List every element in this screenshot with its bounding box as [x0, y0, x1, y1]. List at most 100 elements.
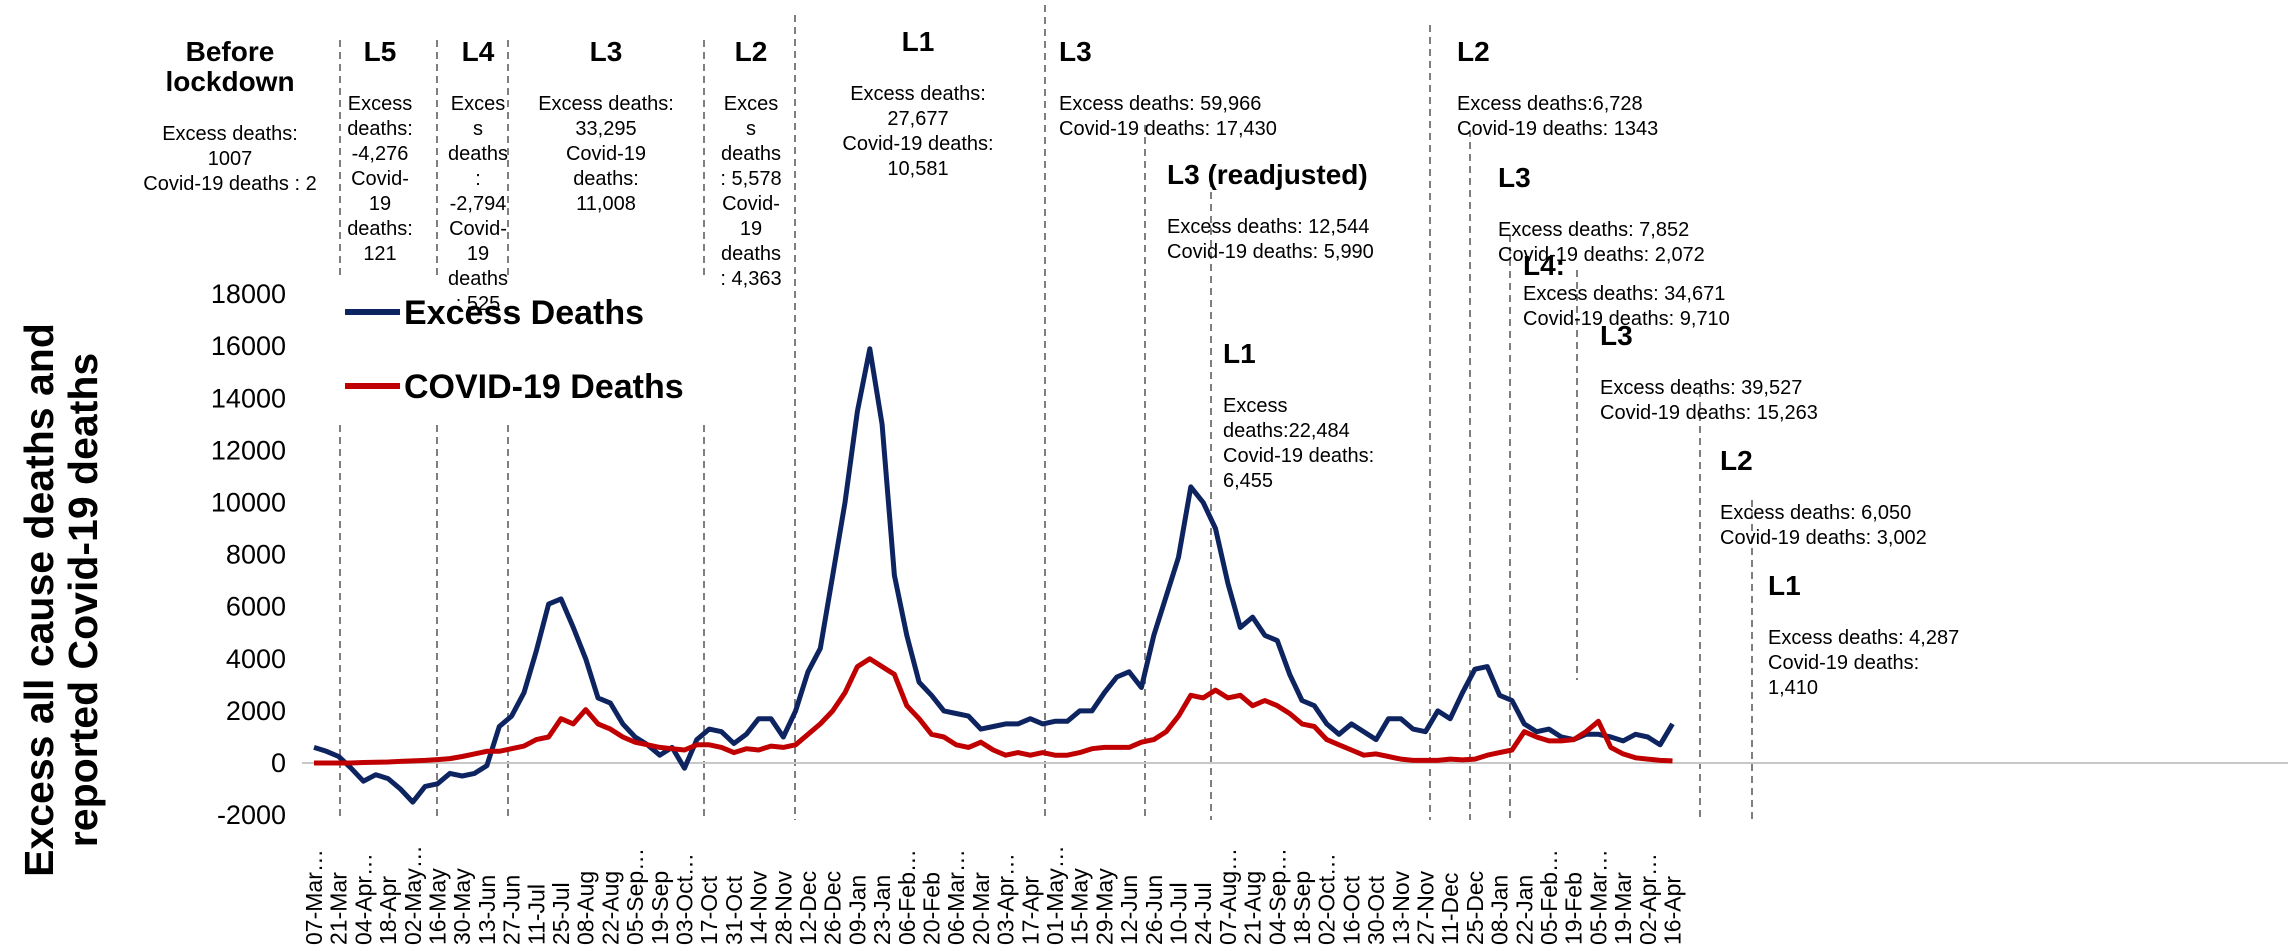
x-tick-label: 03-Apr… [993, 853, 1019, 945]
annotation-body: Excess deaths: 12,544 Covid-19 deaths: 5… [1167, 216, 1374, 263]
annotation-body: Excess deaths: 6,050 Covid-19 deaths: 3,… [1720, 502, 1927, 549]
x-tick-label: 22-Aug [597, 871, 623, 945]
y-axis-label-line-2: reported Covid-19 deaths [60, 353, 106, 847]
annotation-title: L3 [1498, 162, 1531, 193]
x-tick-label: 02-Apr… [1635, 853, 1661, 945]
series-line-excess-deaths [313, 346, 1675, 805]
x-tick-label: 16-Apr [1660, 876, 1686, 945]
y-tick-label: 2000 [226, 696, 286, 726]
annotation-title: L1 [1223, 338, 1256, 369]
annotation-title: L3 [1059, 36, 1092, 67]
annotation-l3-third: L3 Excess deaths: 7,852 Covid-19 deaths:… [1498, 138, 1728, 293]
annotation-title: L2 [734, 36, 768, 67]
annotation-l5: L5 Excess deaths: -4,276 Covid- 19 death… [334, 12, 426, 292]
annotation-body: Excess deaths: 34,671 Covid-19 deaths: 9… [1523, 283, 1730, 330]
y-tick-label: 6000 [226, 592, 286, 622]
x-tick-label: 16-May [425, 868, 451, 945]
x-tick-label: 05-Mar… [1585, 849, 1611, 945]
annotation-body: Excess deaths: -4,276 Covid- 19 deaths: … [347, 93, 413, 265]
y-tick-label: 14000 [211, 383, 286, 413]
x-tick-label: 11-Jul [523, 884, 549, 945]
annotation-body: Excess deaths:22,484 Covid-19 deaths: 6,… [1223, 395, 1375, 492]
annotation-title: L3 [589, 36, 623, 67]
annotation-l2-first: L2 Exces s deaths : 5,578 Covid- 19 deat… [706, 12, 796, 317]
x-tick-label: 21-Aug [1240, 871, 1266, 945]
x-tick-label: 20-Mar [968, 872, 994, 945]
annotation-title: L3 (readjusted) [1167, 159, 1368, 190]
annotation-body: Excess deaths: 27,677 Covid-19 deaths: 1… [842, 83, 994, 180]
x-tick-label: 02-May… [400, 845, 426, 945]
y-tick-label: -2000 [217, 800, 286, 830]
x-tick-label: 29-May [1091, 868, 1117, 945]
x-tick-label: 06-Mar… [943, 849, 969, 945]
annotation-l3-first: L3 Excess deaths: 33,295 Covid-19 deaths… [520, 12, 692, 242]
annotation-title: L4 [461, 36, 495, 67]
x-tick-label: 04-Sep… [1264, 848, 1290, 945]
annotation-title: L2 [1457, 36, 1490, 67]
x-tick-label: 02-Oct… [1314, 853, 1340, 945]
x-tick-label: 16-Oct [1338, 875, 1364, 945]
x-tick-label: 17-Apr [1017, 876, 1043, 945]
x-tick-label: 27-Jun [499, 875, 525, 945]
annotation-l3-second: L3 Excess deaths: 59,966 Covid-19 deaths… [1059, 12, 1319, 167]
annotation-body: Excess deaths: 59,966 Covid-19 deaths: 1… [1059, 93, 1277, 140]
annotation-l1-second: L1 Excess deaths:22,484 Covid-19 deaths:… [1223, 314, 1423, 519]
x-tick-label: 08-Jan [1487, 875, 1513, 945]
x-tick-label: 18-Sep [1289, 871, 1315, 945]
x-tick-label: 12-Dec [795, 871, 821, 945]
y-tick-label: 0 [271, 748, 286, 778]
x-tick-label: 14-Nov [746, 870, 772, 945]
lockdown-dividers [339, 5, 1753, 820]
y-tick-label: 8000 [226, 540, 286, 570]
annotation-body: Excess deaths: 39,527 Covid-19 deaths: 1… [1600, 377, 1818, 424]
x-tick-label: 26-Jun [1141, 875, 1167, 945]
y-tick-label: 16000 [211, 331, 286, 361]
x-tick-label: 05-Sep… [622, 848, 648, 945]
x-tick-label: 05-Feb… [1536, 849, 1562, 945]
x-tick-label: 18-Apr [375, 876, 401, 945]
x-tick-label: 23-Jan [869, 875, 895, 945]
annotation-title: L3 [1600, 320, 1633, 351]
x-tick-label: 20-Feb [919, 872, 945, 945]
legend: Excess Deaths COVID-19 Deaths [345, 294, 684, 406]
annotation-title: L1 [1768, 570, 1801, 601]
annotation-body: Excess deaths: 1007 Covid-19 deaths : 2 [143, 123, 317, 195]
x-tick-label: 24-Jul [1190, 882, 1216, 945]
y-axis-label-line-1: Excess all cause deaths and [16, 323, 62, 877]
x-tick-label: 11-Dec [1437, 873, 1463, 945]
x-tick-label: 15-May [1067, 868, 1093, 945]
x-tick-label: 30-Oct [1363, 875, 1389, 945]
annotation-l1-first: L1 Excess deaths: 27,677 Covid-19 deaths… [818, 2, 1018, 207]
x-tick-label: 25-Jul [548, 882, 574, 945]
annotation-body: Excess deaths:6,728 Covid-19 deaths: 134… [1457, 93, 1659, 140]
x-tick-label: 31-Oct [721, 875, 747, 945]
annotation-l3-fourth: L3 Excess deaths: 39,527 Covid-19 deaths… [1600, 296, 1860, 451]
y-axis-ticks: -2000 0 2000 4000 6000 8000 10000 12000 14000 160… [211, 279, 286, 830]
x-tick-label: 07-Mar… [301, 849, 327, 945]
x-tick-label: 25-Dec [1462, 871, 1488, 945]
x-tick-label: 26-Dec [820, 871, 846, 945]
x-tick-label: 09-Jan [844, 875, 870, 945]
x-tick-label: 21-Mar [326, 872, 352, 945]
x-tick-label: 08-Aug [573, 871, 599, 945]
x-tick-label: 12-Jun [1116, 875, 1142, 945]
x-tick-label: 04-Apr… [350, 853, 376, 945]
annotation-title: L5 [363, 36, 397, 67]
annotation-title: L2 [1720, 445, 1753, 476]
x-tick-label: 17-Oct [696, 875, 722, 945]
x-tick-label: 28-Nov [770, 870, 796, 945]
legend-label-excess-deaths: Excess Deaths [404, 294, 644, 332]
annotation-l3-readjusted: L3 (readjusted) Excess deaths: 12,544 Co… [1167, 135, 1427, 290]
y-tick-label: 12000 [211, 435, 286, 465]
annotation-body: Excess deaths: 4,287 Covid-19 deaths: 1,… [1768, 627, 1960, 699]
annotation-l2-second: L2 Excess deaths:6,728 Covid-19 deaths: … [1457, 12, 1717, 167]
y-tick-label: 4000 [226, 644, 286, 674]
x-tick-label: 13-Jun [474, 875, 500, 945]
annotation-before-lockdown: Before lockdown Excess deaths: 1007 Covi… [120, 12, 340, 222]
x-tick-label: 01-May… [1042, 845, 1068, 945]
annotation-l4-first: L4 Exces s deaths : -2,794 Covid- 19 dea… [438, 12, 518, 342]
annotation-title: Before lockdown [165, 36, 295, 97]
x-tick-label: 19-Mar [1610, 872, 1636, 945]
y-tick-label: 10000 [211, 488, 286, 518]
